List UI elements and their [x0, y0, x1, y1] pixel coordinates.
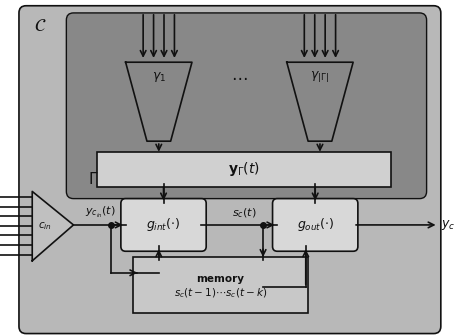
Text: $\gamma_{|\Gamma|}$: $\gamma_{|\Gamma|}$ [310, 69, 329, 84]
Polygon shape [32, 191, 73, 261]
FancyBboxPatch shape [121, 199, 206, 251]
FancyBboxPatch shape [133, 258, 308, 313]
Text: $\mathbf{y}_\Gamma(t)$: $\mathbf{y}_\Gamma(t)$ [228, 160, 260, 179]
Text: $g_{int}(\cdot)$: $g_{int}(\cdot)$ [146, 216, 181, 233]
Text: $y_{c_{in}}(t)$: $y_{c_{in}}(t)$ [85, 205, 116, 220]
FancyBboxPatch shape [97, 152, 391, 187]
Text: $s_c(t-1)\cdots s_c(t-k)$: $s_c(t-1)\cdots s_c(t-k)$ [174, 286, 267, 300]
Text: $\Gamma$: $\Gamma$ [88, 171, 98, 187]
FancyBboxPatch shape [273, 199, 358, 251]
Text: $\mathcal{C}$: $\mathcal{C}$ [34, 17, 46, 35]
Text: $\gamma_1$: $\gamma_1$ [152, 70, 166, 83]
Text: $y_c$: $y_c$ [441, 218, 455, 232]
FancyBboxPatch shape [19, 6, 441, 334]
Text: $s_c(t)$: $s_c(t)$ [232, 206, 256, 220]
Text: memory: memory [196, 274, 245, 284]
Text: $g_{out}(\cdot)$: $g_{out}(\cdot)$ [297, 216, 334, 233]
Text: $c_{in}$: $c_{in}$ [38, 220, 52, 232]
Text: $\cdots$: $\cdots$ [231, 68, 248, 85]
FancyBboxPatch shape [66, 13, 427, 199]
